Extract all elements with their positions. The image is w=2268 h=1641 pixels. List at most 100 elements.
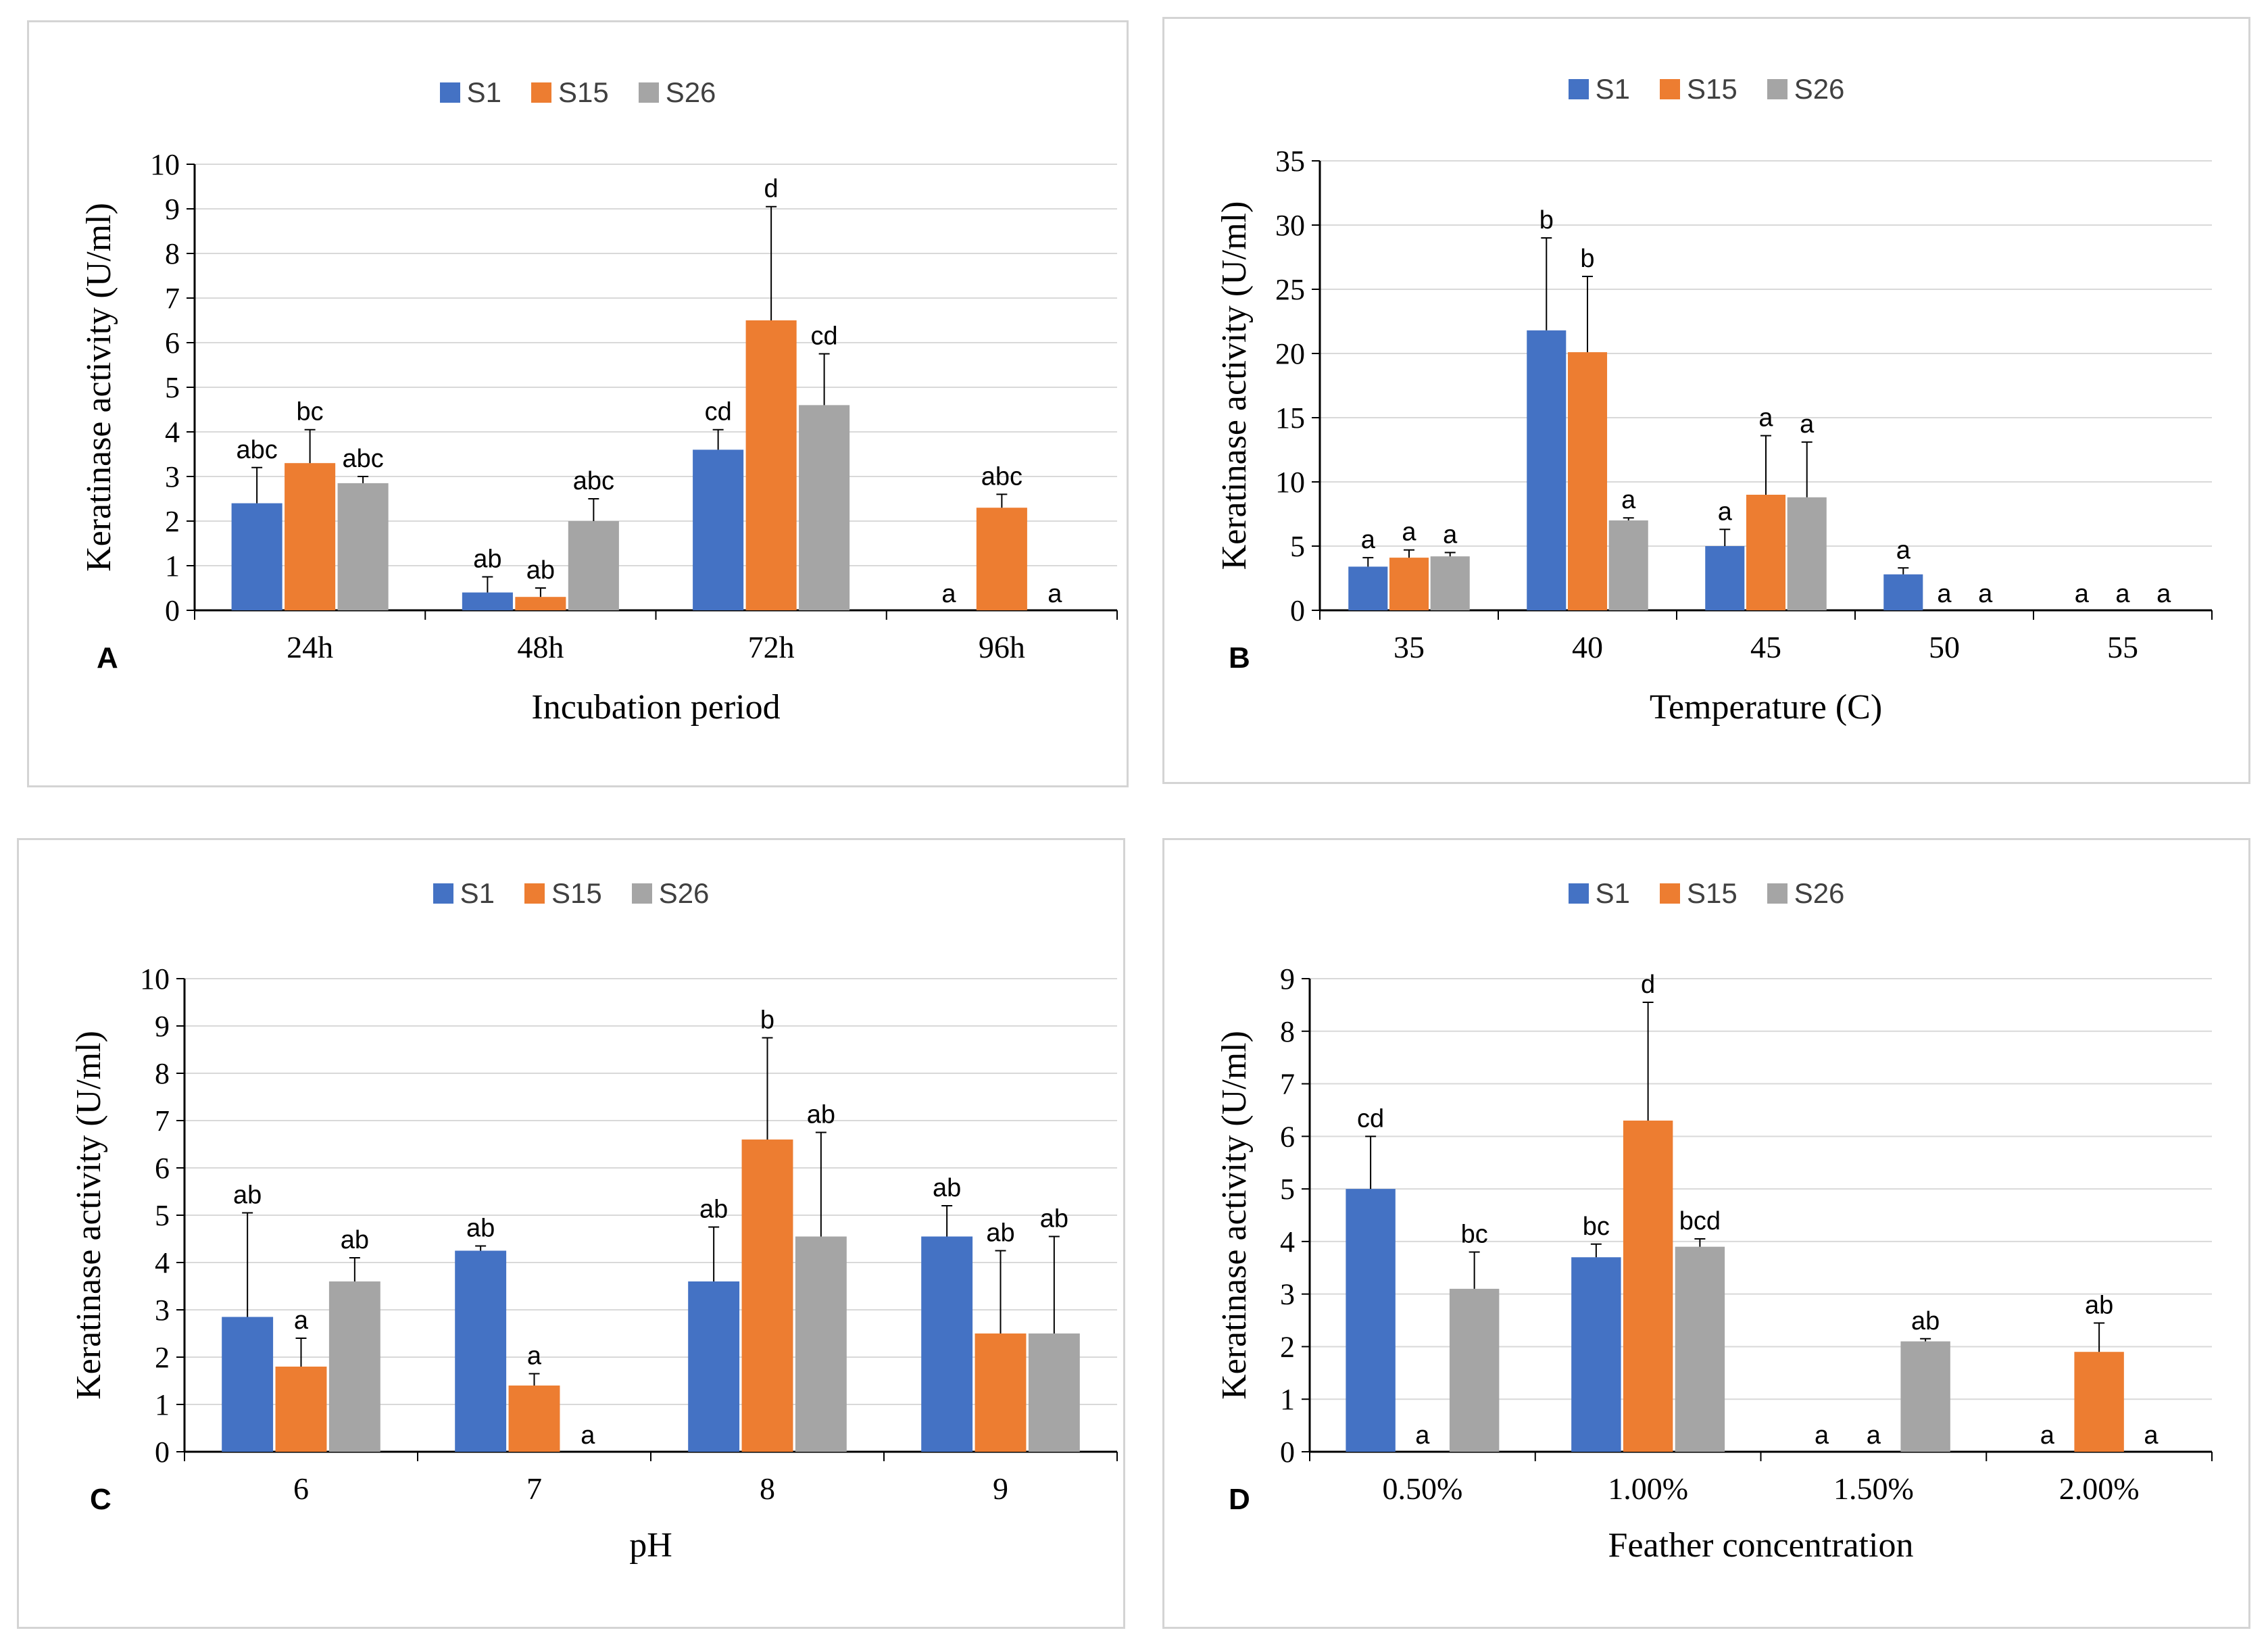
significance-label: bcd: [1679, 1207, 1721, 1235]
legend-swatch-s26: [631, 883, 652, 904]
x-tick-label: 35: [1394, 630, 1425, 664]
significance-label: a: [1443, 521, 1458, 549]
significance-label: a: [1621, 486, 1636, 514]
legend-item-s15: S15: [524, 877, 602, 910]
y-tick-label: 15: [1275, 401, 1305, 435]
bar: [1348, 566, 1388, 610]
bar: [455, 1250, 507, 1452]
x-tick-label: 8: [760, 1471, 775, 1506]
bar: [1028, 1333, 1080, 1452]
significance-label: bc: [297, 398, 324, 426]
x-tick-label: 0.50%: [1382, 1471, 1462, 1506]
bar: [1449, 1288, 1500, 1452]
chart-panel-b: S1 S15 S26 0 5 10 15 20 25 30 35 35 40 45 50 55 a b a a a…: [1162, 17, 2250, 784]
y-tick-label: 2: [1280, 1330, 1295, 1363]
legend-label-s26: S26: [665, 76, 716, 108]
chart-panel-c: S1 S15 S26 0 1 2 3 4 5 6 7 8 9 10 6 7 8 9 ab ab ab ab a a b ab…: [17, 838, 1125, 1629]
bar: [1389, 558, 1429, 610]
significance-label: d: [764, 175, 779, 203]
significance-label: a: [1758, 404, 1773, 433]
bar: [1675, 1246, 1725, 1452]
significance-label: a: [1047, 580, 1062, 608]
legend-label-s26: S26: [1794, 73, 1845, 105]
legend-item-s1: S1: [1568, 877, 1630, 910]
bar: [799, 405, 850, 610]
x-tick-label: 96h: [979, 630, 1025, 664]
legend-swatch-s26: [1767, 79, 1788, 99]
bar: [1883, 574, 1923, 610]
y-tick-label: 3: [165, 460, 180, 493]
y-tick-label: 9: [1280, 962, 1295, 996]
significance-label: ab: [933, 1174, 961, 1202]
bar: [1623, 1121, 1673, 1452]
significance-label: ab: [466, 1215, 495, 1243]
bar: [976, 508, 1027, 610]
bar: [462, 592, 513, 610]
x-axis-title: Incubation period: [531, 688, 780, 727]
x-axis-title: pH: [629, 1526, 672, 1565]
y-tick-label: 10: [140, 962, 170, 996]
legend-swatch-s15: [531, 82, 551, 103]
bar-chart-d: 0 1 2 3 4 5 6 7 8 9 0.50% 1.00% 1.50% 2.00% cd bc a a a d a a…: [1215, 962, 2213, 1565]
bar: [1705, 546, 1745, 610]
significance-label: a: [941, 580, 956, 608]
legend-label-s15: S15: [1686, 877, 1737, 909]
y-tick-label: 1: [165, 549, 180, 583]
legend-label-s15: S15: [558, 76, 609, 108]
x-tick-label: 7: [526, 1471, 542, 1506]
significance-label: a: [1361, 526, 1376, 554]
significance-label: a: [1978, 580, 1993, 608]
legend-swatch-s1: [439, 82, 460, 103]
bar: [921, 1236, 973, 1452]
significance-label: a: [581, 1421, 595, 1450]
legend-swatch-s1: [1568, 79, 1589, 99]
legend-swatch-s1: [433, 883, 453, 904]
x-tick-label: 48h: [517, 630, 564, 664]
legend-item-s15: S15: [1659, 73, 1737, 105]
x-axis-title: Feather concentration: [1608, 1526, 1914, 1565]
bar: [508, 1386, 560, 1452]
legend-item-s26: S26: [631, 877, 709, 910]
legend-swatch-s26: [638, 82, 659, 103]
y-tick-label: 7: [165, 282, 180, 315]
y-tick-label: 0: [165, 594, 180, 627]
significance-label: bc: [1461, 1220, 1488, 1248]
significance-label: ab: [807, 1101, 835, 1129]
y-tick-label: 4: [155, 1246, 170, 1279]
y-tick-label: 6: [155, 1152, 170, 1185]
x-tick-label: 2.00%: [2059, 1471, 2140, 1506]
panel-letter: D: [1229, 1483, 1250, 1516]
significance-label: ab: [1911, 1307, 1940, 1336]
bar: [1608, 520, 1648, 610]
legend-label-s1: S1: [466, 76, 501, 108]
x-tick-label: 1.00%: [1608, 1471, 1688, 1506]
legend-swatch-s15: [1659, 883, 1680, 904]
significance-label: ab: [2085, 1291, 2113, 1319]
y-tick-label: 2: [155, 1341, 170, 1374]
y-axis-title: Keratinase activity (U/ml): [1215, 201, 1254, 570]
bar: [975, 1333, 1027, 1452]
bar: [2074, 1352, 2124, 1452]
y-tick-label: 1: [155, 1388, 170, 1421]
y-tick-label: 6: [1280, 1120, 1295, 1153]
significance-label: ab: [233, 1181, 262, 1210]
significance-label: a: [527, 1342, 542, 1371]
significance-label: abc: [236, 436, 277, 464]
y-axis-title: Keratinase activity (U/ml): [70, 1031, 108, 1400]
significance-label: cd: [705, 398, 732, 426]
significance-label: a: [1415, 1421, 1430, 1450]
significance-label: ab: [341, 1226, 369, 1254]
legend-item-s1: S1: [433, 877, 495, 910]
bar: [795, 1236, 847, 1452]
significance-label: ab: [526, 556, 555, 585]
x-tick-label: 50: [1929, 630, 1960, 664]
legend: S1 S15 S26: [19, 877, 1123, 910]
significance-label: a: [1867, 1421, 1881, 1450]
significance-label: ab: [1040, 1205, 1068, 1233]
y-tick-label: 20: [1275, 337, 1305, 370]
bar: [285, 463, 336, 610]
y-tick-label: 25: [1275, 273, 1305, 306]
legend: S1 S15 S26: [29, 76, 1127, 109]
y-tick-label: 8: [155, 1057, 170, 1090]
